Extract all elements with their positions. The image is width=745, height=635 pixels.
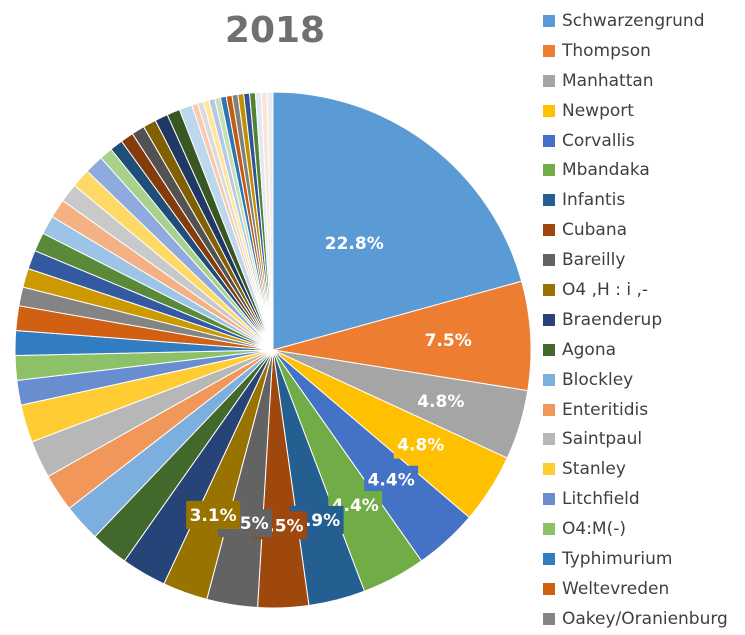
legend-swatch bbox=[543, 44, 555, 57]
legend-item: Bareilly bbox=[543, 245, 745, 275]
legend-item: Mbandaka bbox=[543, 155, 745, 185]
legend-label: Saintpaul bbox=[562, 429, 643, 450]
legend-swatch bbox=[543, 552, 555, 565]
legend-label: Thompson bbox=[562, 40, 651, 61]
legend-item: Litchfield bbox=[543, 484, 745, 514]
legend-swatch bbox=[543, 403, 555, 416]
data-label: 7.5% bbox=[425, 331, 472, 351]
legend-item: Saintpaul bbox=[543, 424, 745, 454]
pie-slice-thompson bbox=[272, 280, 532, 392]
chart-title: 2018 bbox=[224, 10, 326, 51]
legend-swatch bbox=[543, 104, 555, 117]
legend-item: Cubana bbox=[543, 215, 745, 245]
data-label: 4.8% bbox=[397, 436, 444, 456]
legend-label: Corvallis bbox=[562, 130, 635, 151]
data-label-box bbox=[421, 326, 476, 355]
legend-label: Bareilly bbox=[562, 250, 626, 271]
legend-swatch bbox=[543, 463, 555, 476]
legend-item: Schwarzengrund bbox=[543, 6, 745, 36]
pie-slices bbox=[14, 91, 532, 609]
legend-swatch bbox=[543, 194, 555, 207]
legend-swatch bbox=[543, 433, 555, 446]
legend-label: O4:M(-) bbox=[562, 519, 626, 540]
legend-label: Braenderup bbox=[562, 309, 663, 330]
pie-slice-schwarzengrund bbox=[272, 91, 523, 351]
legend-label: Agona bbox=[562, 339, 617, 360]
data-label-box bbox=[364, 465, 419, 494]
data-label-box bbox=[413, 387, 468, 416]
legend-item: O4 ,H : i ,- bbox=[543, 275, 745, 305]
legend-swatch bbox=[543, 254, 555, 267]
legend-item: Weltevreden bbox=[543, 574, 745, 604]
legend-label: Infantis bbox=[562, 190, 626, 211]
data-label: 3.1% bbox=[190, 506, 237, 526]
legend-item: Braenderup bbox=[543, 305, 745, 335]
pie-data-labels: 22.8%7.5%4.8%4.8%4.4%4.4%3.9%3.5%3.5%3.1… bbox=[186, 229, 476, 540]
legend-label: Typhimurium bbox=[562, 548, 673, 569]
legend-label: Blockley bbox=[562, 369, 634, 390]
legend-label: Manhattan bbox=[562, 70, 654, 91]
legend-label: Schwarzengrund bbox=[562, 10, 705, 31]
legend-swatch bbox=[543, 493, 555, 506]
legend-item: Corvallis bbox=[543, 126, 745, 156]
legend-swatch bbox=[543, 313, 555, 326]
legend-item: Manhattan bbox=[543, 66, 745, 96]
legend-swatch bbox=[543, 134, 555, 147]
data-label-box bbox=[393, 430, 448, 459]
legend-item: Enteritidis bbox=[543, 395, 745, 425]
legend-item: Blockley bbox=[543, 365, 745, 395]
legend-item: O4:M(-) bbox=[543, 514, 745, 544]
legend-swatch bbox=[543, 523, 555, 536]
legend-swatch bbox=[543, 373, 555, 386]
pie-slice-50 bbox=[266, 91, 274, 351]
legend-swatch bbox=[543, 582, 555, 595]
data-label: 22.8% bbox=[325, 234, 384, 254]
legend-label: Newport bbox=[562, 100, 634, 121]
chart-legend: Schwarzengrund Thompson Manhattan Newport Co… bbox=[543, 6, 745, 634]
data-label: 4.4% bbox=[368, 471, 415, 491]
legend-item: Stanley bbox=[543, 454, 745, 484]
data-label: 4.8% bbox=[417, 392, 464, 412]
legend-label: Litchfield bbox=[562, 489, 640, 510]
legend-label: Cubana bbox=[562, 220, 628, 241]
legend-swatch bbox=[543, 612, 555, 625]
legend-swatch bbox=[543, 283, 555, 296]
legend-item: Agona bbox=[543, 335, 745, 365]
legend-swatch bbox=[543, 74, 555, 87]
legend-label: O4 ,H : i ,- bbox=[562, 279, 648, 300]
legend-label: Mbandaka bbox=[562, 160, 650, 181]
legend-swatch bbox=[543, 343, 555, 356]
legend-label: Oakey/Oranienburg bbox=[562, 608, 728, 629]
legend-label: Weltevreden bbox=[562, 578, 670, 599]
data-label-box bbox=[321, 229, 388, 258]
legend-item: Typhimurium bbox=[543, 544, 745, 574]
legend-item: Infantis bbox=[543, 185, 745, 215]
legend-item: Newport bbox=[543, 96, 745, 126]
legend-item: Oakey/Oranienburg bbox=[543, 604, 745, 634]
legend-item: Thompson bbox=[543, 36, 745, 66]
legend-swatch bbox=[543, 14, 555, 27]
legend-swatch bbox=[543, 164, 555, 177]
legend-label: Enteritidis bbox=[562, 399, 649, 420]
legend-swatch bbox=[543, 224, 555, 237]
legend-label: Stanley bbox=[562, 459, 626, 480]
data-label-box bbox=[186, 500, 241, 529]
